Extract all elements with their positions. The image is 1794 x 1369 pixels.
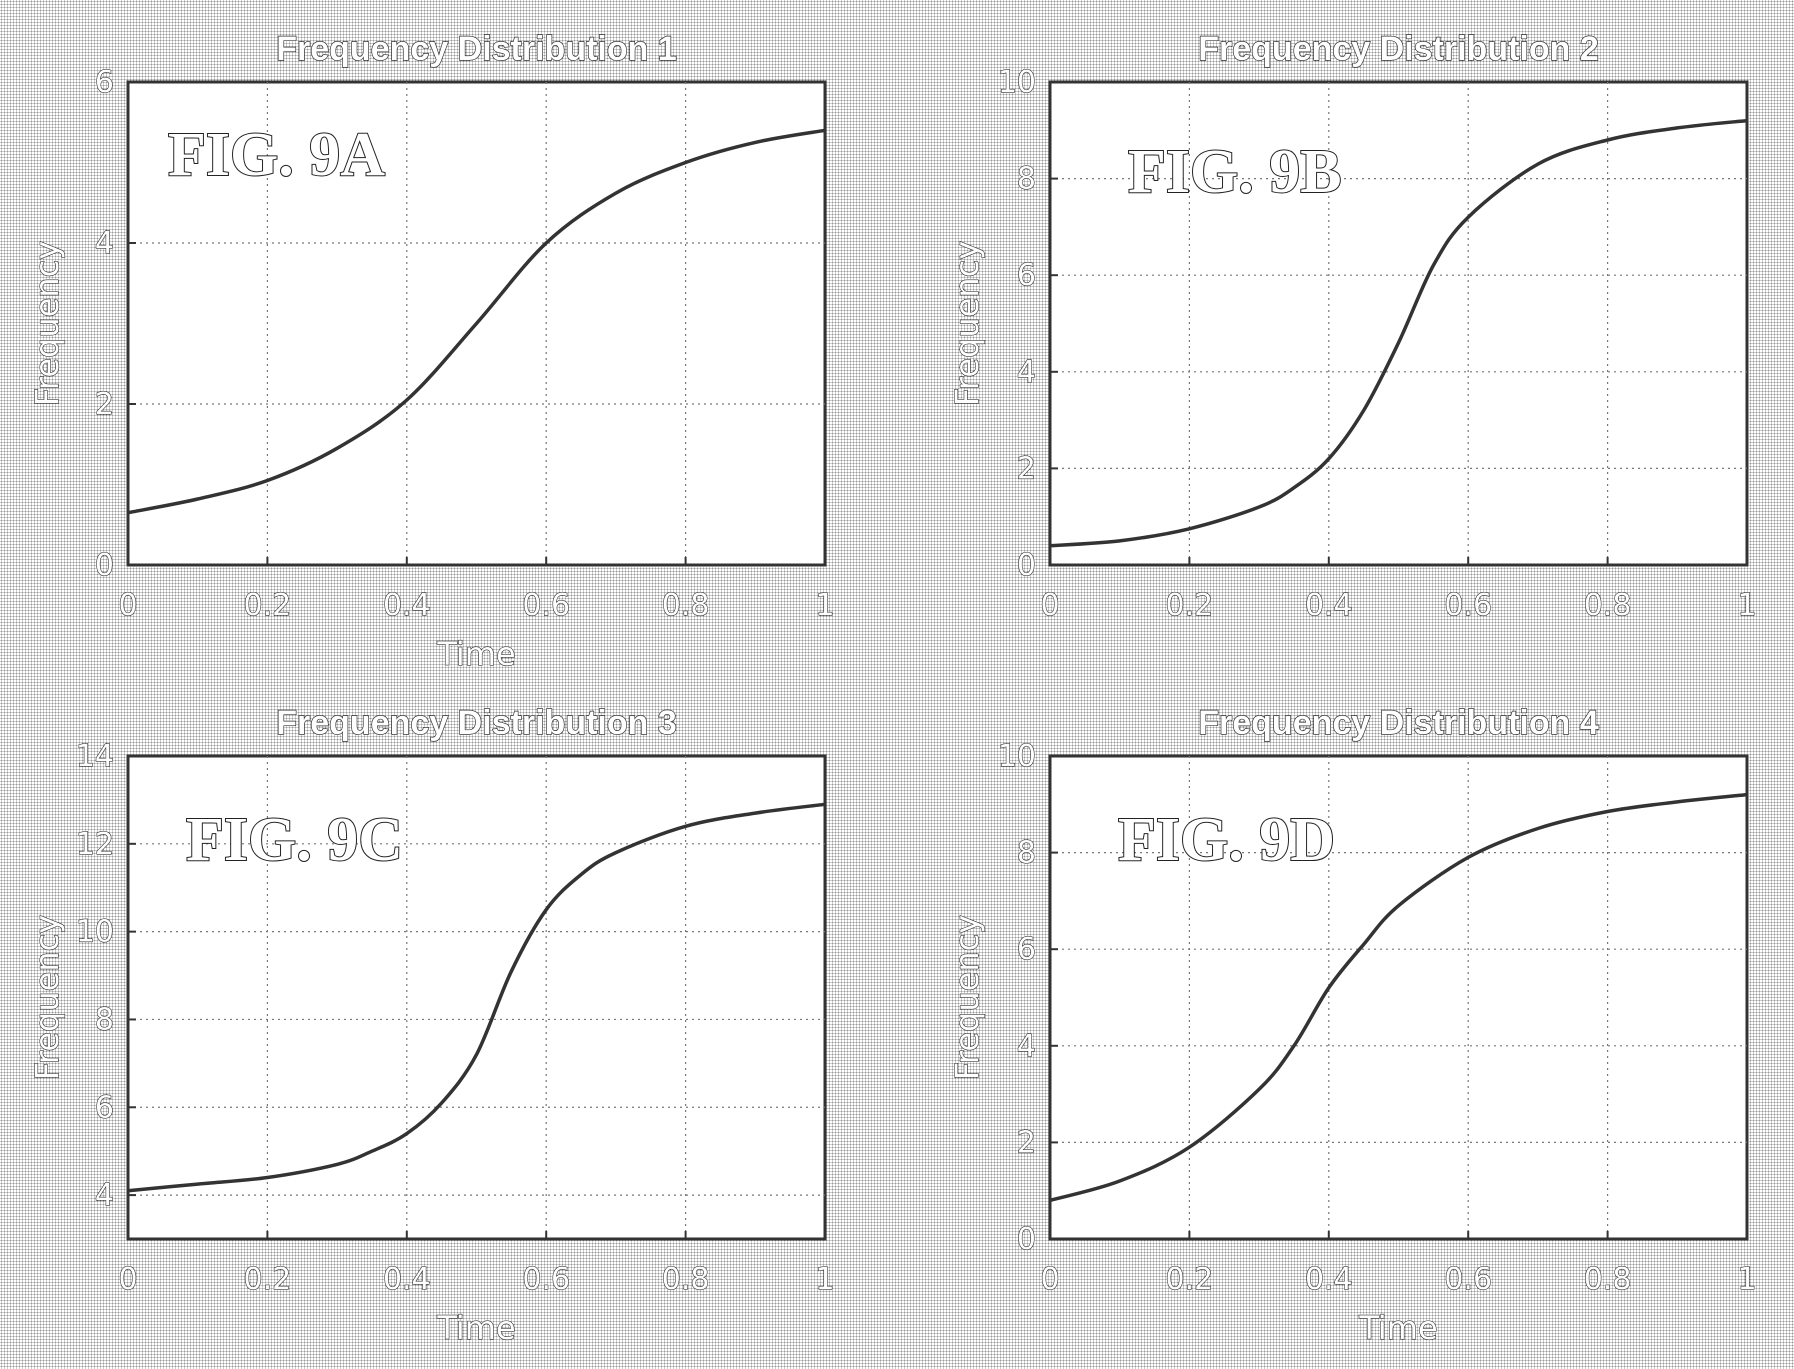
y-tick-label: 10 <box>998 65 1036 100</box>
y-tick-label: 12 <box>76 827 114 862</box>
x-axis-label: Time <box>1358 1309 1437 1347</box>
x-tick-label: 0.4 <box>1305 588 1353 623</box>
figure-label: FIG. 9A <box>168 121 385 189</box>
x-tick-label: 0.4 <box>383 588 431 623</box>
series-line <box>127 128 826 515</box>
x-tick-label: 0.6 <box>1444 588 1492 623</box>
x-tick-label: 0.6 <box>522 588 570 623</box>
y-tick-label: 0 <box>95 548 114 583</box>
chart-title: Frequency Distribution 4 <box>1198 704 1599 742</box>
y-tick-label: 8 <box>95 1002 114 1037</box>
y-tick-label: 4 <box>95 1178 114 1213</box>
x-tick-label: 1 <box>815 1262 834 1297</box>
y-tick-label: 4 <box>1017 355 1036 390</box>
y-tick-label: 8 <box>1017 162 1036 197</box>
x-tick-label: 0.8 <box>1584 588 1632 623</box>
x-tick-label: 0.2 <box>1166 588 1214 623</box>
x-tick-label: 0.2 <box>244 588 292 623</box>
x-tick-label: 1 <box>1737 1262 1756 1297</box>
x-axis-label: Time <box>436 1309 515 1347</box>
y-tick-label: 8 <box>1017 836 1036 871</box>
x-tick-label: 0.8 <box>1584 1262 1632 1297</box>
x-tick-label: 1 <box>1737 588 1756 623</box>
y-tick-label: 6 <box>1017 932 1036 967</box>
x-tick-label: 1 <box>815 588 834 623</box>
plot-area <box>1048 80 1749 567</box>
y-tick-label: 10 <box>998 739 1036 774</box>
x-axis-label: Time <box>436 635 515 673</box>
y-tick-label: 6 <box>1017 258 1036 293</box>
x-tick-label: 0.2 <box>244 1262 292 1297</box>
x-tick-label: 0.4 <box>1305 1262 1353 1297</box>
x-tick-label: 0 <box>118 588 137 623</box>
x-tick-label: 0.6 <box>1444 1262 1492 1297</box>
chart-panel-1: 0 0.2 0.4 0.6 0.8 1 0 2 4 6 Frequency Distribution… <box>27 29 835 673</box>
y-tick-label: 0 <box>1017 1222 1036 1257</box>
figure-label: FIG. 9B <box>1128 138 1342 206</box>
y-tick-label: 6 <box>95 65 114 100</box>
x-tick-label: 0.4 <box>383 1262 431 1297</box>
x-tick-label: 0.2 <box>1166 1262 1214 1297</box>
x-tick-label: 0.8 <box>662 588 710 623</box>
x-tick-label: 0.8 <box>662 1262 710 1297</box>
y-axis-label: Frequency <box>28 241 66 406</box>
y-tick-label: 14 <box>76 739 114 774</box>
y-tick-label: 2 <box>1017 1125 1036 1160</box>
series-line <box>127 802 826 1193</box>
plot-area <box>126 754 827 1241</box>
x-tick-label: 0 <box>1040 1262 1059 1297</box>
series-line <box>1049 118 1748 548</box>
figure-label: FIG. 9C <box>186 806 403 874</box>
plot-area <box>1048 754 1749 1241</box>
y-axis-label: Frequency <box>948 915 986 1080</box>
chart-title: Frequency Distribution 2 <box>1198 30 1599 68</box>
x-tick-label: 0.6 <box>522 1262 570 1297</box>
y-tick-label: 4 <box>1017 1029 1036 1064</box>
x-tick-label: 0 <box>1040 588 1059 623</box>
chart-title: Frequency Distribution 3 <box>276 704 677 742</box>
y-axis-label: Frequency <box>28 915 66 1080</box>
y-axis-label: Frequency <box>948 241 986 406</box>
y-tick-label: 10 <box>76 915 114 950</box>
figure-label: FIG. 9D <box>1118 806 1335 874</box>
y-tick-label: 2 <box>1017 451 1036 486</box>
y-tick-label: 0 <box>1017 548 1036 583</box>
y-tick-label: 2 <box>95 387 114 422</box>
y-tick-label: 4 <box>95 226 114 261</box>
chart-title: Frequency Distribution 1 <box>276 30 677 68</box>
y-tick-label: 6 <box>95 1090 114 1125</box>
series-line <box>1049 792 1748 1203</box>
x-tick-label: 0 <box>118 1262 137 1297</box>
